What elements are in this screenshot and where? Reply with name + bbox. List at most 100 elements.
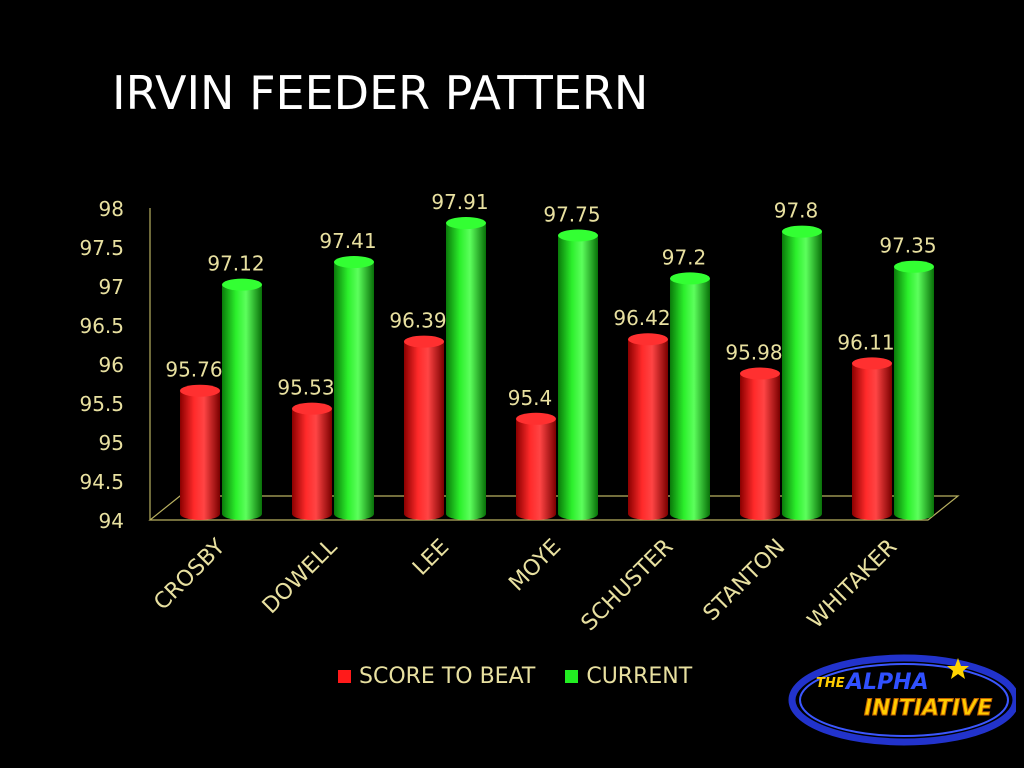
legend-item-score-to-beat: SCORE TO BEAT (338, 664, 535, 689)
bar-score-to-beat-crosby (180, 384, 220, 520)
bar-current-base (446, 508, 486, 520)
logo-text-initiative: INITIATIVE (863, 696, 993, 722)
bar-current-body (558, 235, 598, 514)
slide-title: IRVIN FEEDER PATTERN (112, 66, 649, 120)
y-tick-label: 94 (99, 509, 124, 533)
data-label: 97.91 (431, 190, 488, 214)
y-tick-label: 98 (99, 197, 124, 221)
bar-current-dowell (334, 256, 374, 520)
bar-current-cap (558, 229, 598, 242)
chart-legend: SCORE TO BEAT CURRENT (338, 664, 692, 689)
bar-current-stanton (782, 225, 822, 520)
bar-current-base (334, 508, 374, 520)
data-label: 97.75 (543, 203, 600, 227)
bar-current-body (894, 266, 934, 514)
logo-text-the: THE (816, 676, 845, 691)
legend-swatch-red (338, 670, 351, 683)
logo-swoosh (788, 654, 1016, 746)
bar-score-to-beat-schuster (628, 333, 668, 520)
y-tick-label: 97 (99, 275, 124, 299)
bar-score-to-beat-base (740, 508, 780, 520)
data-label: 95.76 (165, 358, 222, 382)
bar-score-to-beat-cap (628, 333, 668, 346)
bar-score-to-beat-stanton (740, 367, 780, 520)
data-label: 96.39 (389, 309, 446, 333)
bar-current-moye (558, 229, 598, 520)
bar-current-cap (894, 260, 934, 273)
bar-score-to-beat-body (404, 341, 444, 514)
bar-current-schuster (670, 272, 710, 520)
x-category-label: WHITAKER (803, 535, 902, 634)
bar-current-cap (782, 225, 822, 238)
bar-current-cap (222, 278, 262, 291)
data-label: 97.35 (879, 234, 936, 258)
y-tick-label: 97.5 (79, 236, 124, 260)
y-tick-label: 96.5 (79, 314, 124, 338)
bar-current-body (670, 278, 710, 514)
bar-score-to-beat-base (852, 508, 892, 520)
legend-swatch-green (565, 670, 579, 683)
alpha-initiative-logo: THE ALPHA INITIATIVE (786, 652, 1016, 752)
data-label: 95.98 (725, 341, 782, 365)
legend-label-score-to-beat: SCORE TO BEAT (359, 664, 536, 689)
y-tick-label: 94.5 (79, 470, 124, 494)
bar-current-base (670, 508, 710, 520)
bar-current-base (782, 508, 822, 520)
data-label: 97.41 (319, 229, 376, 253)
bar-score-to-beat-body (740, 373, 780, 514)
legend-label-current: CURRENT (586, 664, 693, 689)
bar-current-body (222, 284, 262, 514)
data-label: 95.4 (508, 386, 553, 410)
bar-current-cap (670, 272, 710, 285)
data-label: 96.11 (837, 330, 894, 354)
bar-score-to-beat-cap (292, 402, 332, 415)
bar-score-to-beat-base (628, 508, 668, 520)
bar-current-crosby (222, 278, 262, 520)
bar-score-to-beat-body (516, 418, 556, 514)
data-label: 97.8 (774, 199, 819, 223)
bar-current-base (222, 508, 262, 520)
bar-score-to-beat-cap (740, 367, 780, 380)
bar-score-to-beat-body (180, 390, 220, 514)
y-tick-label: 95 (99, 431, 124, 455)
bar-score-to-beat-dowell (292, 402, 332, 520)
bar-score-to-beat-base (180, 508, 220, 520)
bar-current-body (782, 231, 822, 514)
legend-item-current: CURRENT (565, 664, 692, 689)
data-label: 97.2 (662, 245, 707, 269)
bar-score-to-beat-cap (404, 335, 444, 348)
data-label: 97.12 (207, 252, 264, 276)
x-category-label: LEE (408, 535, 454, 581)
bar-score-to-beat-body (628, 339, 668, 514)
bar-current-base (558, 508, 598, 520)
bar-current-cap (334, 256, 374, 269)
bar-score-to-beat-lee (404, 335, 444, 520)
bar-score-to-beat-cap (852, 357, 892, 370)
bar-current-base (894, 508, 934, 520)
logo-text-alpha: ALPHA (846, 670, 929, 695)
bar-score-to-beat-moye (516, 412, 556, 520)
bar-score-to-beat-whitaker (852, 357, 892, 520)
x-category-label: SCHUSTER (577, 535, 679, 637)
bar-current-body (446, 223, 486, 514)
bar-current-cap (446, 217, 486, 230)
bar-score-to-beat-body (292, 408, 332, 514)
chart-floor (148, 495, 960, 521)
bar-score-to-beat-base (292, 508, 332, 520)
bar-score-to-beat-base (516, 508, 556, 520)
bar-score-to-beat-cap (180, 384, 220, 397)
bar-score-to-beat-body (852, 363, 892, 514)
data-label: 95.53 (277, 376, 334, 400)
x-category-label: STANTON (699, 535, 791, 627)
bar-current-lee (446, 217, 486, 520)
y-tick-label: 95.5 (79, 392, 124, 416)
bar-score-to-beat-base (404, 508, 444, 520)
x-category-label: CROSBY (149, 534, 230, 615)
data-label: 96.42 (613, 306, 670, 330)
x-category-label: MOYE (504, 535, 566, 597)
bar-current-whitaker (894, 260, 934, 520)
bar-current-body (334, 262, 374, 514)
y-tick-label: 96 (99, 353, 124, 377)
bar-score-to-beat-cap (516, 412, 556, 425)
